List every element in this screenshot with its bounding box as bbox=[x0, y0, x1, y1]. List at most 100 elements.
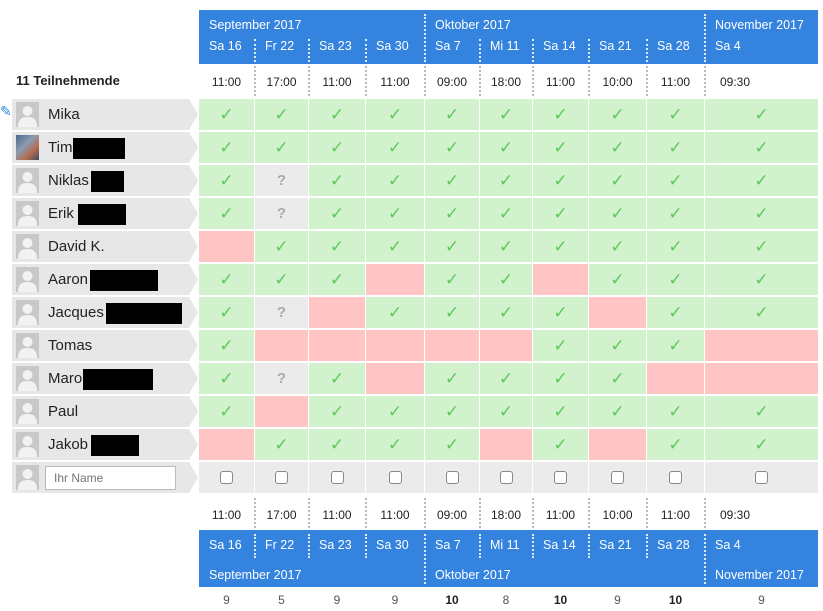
check-icon: ✓ bbox=[274, 138, 289, 157]
check-icon: ✓ bbox=[387, 435, 403, 454]
column-divider bbox=[532, 39, 534, 62]
vote-checkbox[interactable] bbox=[554, 471, 567, 484]
check-icon: ✓ bbox=[610, 336, 625, 355]
vote-checkbox[interactable] bbox=[499, 471, 513, 484]
vote-cell-yes: ✓ bbox=[647, 297, 704, 328]
check-icon: ✓ bbox=[498, 138, 514, 157]
vote-cell-yes: ✓ bbox=[199, 198, 254, 229]
month-label-top: Oktober 2017 bbox=[435, 18, 511, 32]
check-icon: ✓ bbox=[444, 435, 460, 454]
question-icon: ? bbox=[276, 172, 287, 189]
redacted-surname bbox=[90, 270, 158, 291]
vote-cell-yes: ✓ bbox=[309, 231, 365, 262]
check-icon: ✓ bbox=[387, 204, 403, 223]
check-icon: ✓ bbox=[274, 435, 289, 454]
month-label-top: September 2017 bbox=[209, 18, 302, 32]
check-icon: ✓ bbox=[444, 237, 460, 256]
check-icon: ✓ bbox=[387, 138, 403, 157]
vote-cell-yes: ✓ bbox=[199, 297, 254, 328]
vote-input-cell bbox=[647, 462, 704, 493]
yes-count: 9 bbox=[333, 593, 341, 607]
check-icon: ✓ bbox=[444, 171, 460, 190]
vote-cell-maybe: ? bbox=[255, 198, 308, 229]
check-icon: ✓ bbox=[444, 270, 460, 289]
vote-checkbox[interactable] bbox=[330, 471, 344, 484]
vote-input-cell bbox=[366, 462, 424, 493]
participant-name: Tim bbox=[48, 139, 73, 156]
vote-cell-yes: ✓ bbox=[199, 132, 254, 163]
user-avatar-icon bbox=[16, 465, 39, 490]
vote-checkbox[interactable] bbox=[445, 471, 459, 484]
date-column-day: Sa 7 bbox=[435, 39, 461, 53]
time-divider bbox=[479, 66, 481, 96]
user-avatar-icon bbox=[16, 201, 39, 226]
vote-cell-yes: ✓ bbox=[647, 132, 704, 163]
time-label-top: 11:00 bbox=[211, 75, 242, 89]
vote-cell-yes: ✓ bbox=[366, 132, 424, 163]
check-icon: ✓ bbox=[668, 237, 683, 256]
check-icon: ✓ bbox=[610, 105, 625, 124]
vote-cell-yes: ✓ bbox=[199, 330, 254, 361]
vote-cell-yes: ✓ bbox=[533, 165, 588, 196]
vote-cell-yes: ✓ bbox=[309, 396, 365, 427]
vote-checkbox[interactable] bbox=[388, 471, 402, 484]
edit-pencil-icon[interactable]: ✎ bbox=[0, 103, 12, 119]
vote-cell-yes: ✓ bbox=[480, 99, 532, 130]
check-icon: ✓ bbox=[553, 402, 568, 421]
check-icon: ✓ bbox=[668, 138, 683, 157]
vote-cell-yes: ✓ bbox=[589, 99, 646, 130]
check-icon: ✓ bbox=[219, 369, 234, 388]
vote-input-cell bbox=[425, 462, 479, 493]
participant-name: Maro bbox=[48, 370, 83, 387]
vote-input-cell bbox=[533, 462, 588, 493]
time-label-top: 10:00 bbox=[602, 75, 633, 89]
vote-checkbox[interactable] bbox=[275, 471, 288, 484]
vote-cell-yes: ✓ bbox=[705, 132, 818, 163]
check-icon: ✓ bbox=[219, 138, 234, 157]
time-divider bbox=[365, 66, 367, 96]
check-icon: ✓ bbox=[444, 138, 460, 157]
yes-count: 10 bbox=[668, 593, 683, 607]
vote-checkbox[interactable] bbox=[669, 471, 682, 484]
vote-cell-no bbox=[366, 264, 424, 295]
check-icon: ✓ bbox=[219, 270, 234, 289]
vote-cell-yes: ✓ bbox=[309, 363, 365, 394]
participant-name-row bbox=[12, 231, 198, 262]
column-divider bbox=[424, 14, 426, 62]
time-divider bbox=[588, 498, 590, 528]
vote-checkbox[interactable] bbox=[611, 471, 624, 484]
check-icon: ✓ bbox=[387, 402, 403, 421]
date-column-day: Sa 23 bbox=[319, 39, 352, 53]
vote-cell-yes: ✓ bbox=[589, 330, 646, 361]
vote-cell-yes: ✓ bbox=[647, 198, 704, 229]
check-icon: ✓ bbox=[219, 336, 234, 355]
time-label-bottom: 11:00 bbox=[211, 508, 242, 522]
date-column-day: Sa 28 bbox=[657, 39, 690, 53]
check-icon: ✓ bbox=[498, 171, 514, 190]
time-label-top: 11:00 bbox=[545, 75, 576, 89]
name-input[interactable] bbox=[45, 466, 176, 490]
yes-count: 9 bbox=[391, 593, 399, 607]
question-icon: ? bbox=[276, 370, 287, 387]
month-label-bottom: September 2017 bbox=[209, 568, 302, 582]
date-column-day: Sa 23 bbox=[319, 538, 352, 552]
time-divider bbox=[308, 498, 310, 528]
check-icon: ✓ bbox=[498, 402, 514, 421]
check-icon: ✓ bbox=[444, 369, 460, 388]
time-label-bottom: 11:00 bbox=[322, 508, 352, 522]
check-icon: ✓ bbox=[754, 105, 769, 124]
vote-checkbox[interactable] bbox=[755, 471, 768, 484]
redacted-surname bbox=[106, 303, 182, 324]
vote-cell-yes: ✓ bbox=[199, 264, 254, 295]
column-divider bbox=[424, 534, 426, 584]
vote-cell-yes: ✓ bbox=[255, 231, 308, 262]
yes-count: 5 bbox=[278, 593, 285, 607]
check-icon: ✓ bbox=[498, 204, 514, 223]
vote-cell-no bbox=[533, 264, 588, 295]
vote-checkbox[interactable] bbox=[220, 471, 233, 484]
check-icon: ✓ bbox=[387, 171, 403, 190]
vote-cell-yes: ✓ bbox=[199, 165, 254, 196]
vote-cell-no bbox=[309, 297, 365, 328]
check-icon: ✓ bbox=[329, 105, 345, 124]
participant-name: David K. bbox=[48, 238, 105, 255]
